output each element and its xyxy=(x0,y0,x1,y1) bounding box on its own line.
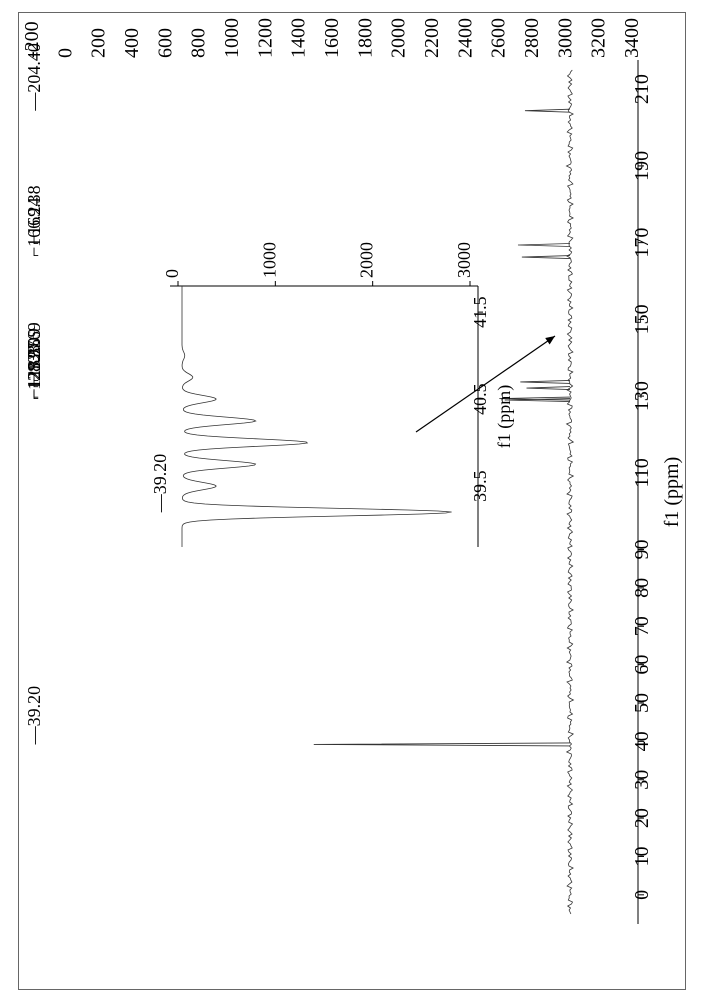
svg-text:41.5: 41.5 xyxy=(470,296,490,328)
svg-text:130: 130 xyxy=(631,381,653,411)
svg-text:3400: 3400 xyxy=(621,18,643,58)
svg-text:80: 80 xyxy=(631,578,653,598)
svg-text:800: 800 xyxy=(188,28,210,58)
svg-text:2200: 2200 xyxy=(421,18,443,58)
svg-text:—204.40: —204.40 xyxy=(24,43,44,112)
svg-text:110: 110 xyxy=(631,458,653,487)
svg-text:90: 90 xyxy=(631,540,653,560)
svg-text:170: 170 xyxy=(631,228,653,258)
svg-text:f1 (ppm): f1 (ppm) xyxy=(661,457,683,528)
svg-text:2400: 2400 xyxy=(454,18,476,58)
svg-text:60: 60 xyxy=(631,655,653,675)
svg-text:2600: 2600 xyxy=(488,18,510,58)
svg-text:400: 400 xyxy=(121,28,143,58)
nmr-main-spectrum: 210 190 170 150 130 110 90 80 70 60 50 40 30 20 10 0 f1 … xyxy=(0,0,702,1000)
svg-text:0: 0 xyxy=(54,48,76,58)
svg-text:70: 70 xyxy=(631,616,653,636)
svg-text:⌐128.97: ⌐128.97 xyxy=(24,340,44,400)
svg-text:150: 150 xyxy=(631,304,653,334)
svg-text:0: 0 xyxy=(631,890,653,900)
svg-text:1800: 1800 xyxy=(354,18,376,58)
svg-text:39.5: 39.5 xyxy=(470,470,490,502)
svg-text:—39.20: —39.20 xyxy=(24,686,44,746)
svg-text:40: 40 xyxy=(631,731,653,751)
svg-text:190: 190 xyxy=(631,151,653,181)
svg-text:—39.20: —39.20 xyxy=(150,454,170,514)
svg-text:50: 50 xyxy=(631,693,653,713)
svg-text:3000: 3000 xyxy=(554,18,576,58)
svg-text:30: 30 xyxy=(631,770,653,790)
svg-text:1000: 1000 xyxy=(259,242,279,278)
svg-text:600: 600 xyxy=(154,28,176,58)
svg-text:2000: 2000 xyxy=(357,242,377,278)
svg-text:20: 20 xyxy=(631,808,653,828)
svg-text:3200: 3200 xyxy=(588,18,610,58)
svg-text:f1 (ppm): f1 (ppm) xyxy=(494,385,515,448)
svg-text:⌐166.24: ⌐166.24 xyxy=(24,197,44,257)
svg-text:1600: 1600 xyxy=(321,18,343,58)
svg-text:2000: 2000 xyxy=(388,18,410,58)
svg-text:3000: 3000 xyxy=(454,242,474,278)
svg-text:10: 10 xyxy=(631,846,653,866)
svg-text:200: 200 xyxy=(88,28,110,58)
svg-text:1400: 1400 xyxy=(288,18,310,58)
svg-text:2800: 2800 xyxy=(521,18,543,58)
svg-text:0: 0 xyxy=(162,269,182,278)
svg-text:210: 210 xyxy=(631,74,653,104)
svg-text:1200: 1200 xyxy=(254,18,276,58)
svg-text:1000: 1000 xyxy=(221,18,243,58)
